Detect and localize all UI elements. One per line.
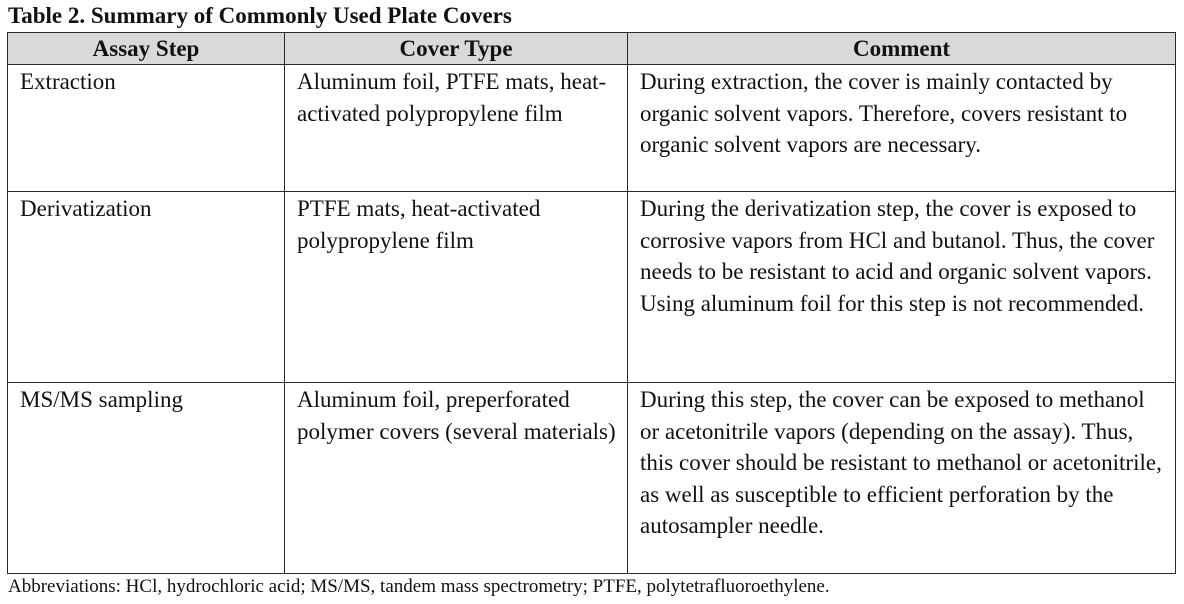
table-row: MS/MS sampling Aluminum foil, preperfora… — [7, 382, 1176, 574]
cell-cover: PTFE mats, heat-activated polypropylene … — [284, 191, 628, 383]
header-row: Assay Step Cover Type Comment — [7, 32, 1176, 65]
header-cover-type: Cover Type — [284, 32, 628, 65]
cell-step: Derivatization — [7, 191, 285, 383]
cell-comment: During the derivatization step, the cove… — [627, 191, 1176, 383]
table-row: Extraction Aluminum foil, PTFE mats, hea… — [7, 64, 1176, 192]
plate-covers-table: Assay Step Cover Type Comment Extraction… — [7, 32, 1176, 574]
cell-step: MS/MS sampling — [7, 382, 285, 574]
table-row: Derivatization PTFE mats, heat-activated… — [7, 191, 1176, 383]
table-caption: Table 2. Summary of Commonly Used Plate … — [8, 3, 512, 28]
abbreviations-footnote: Abbreviations: HCl, hydrochloric acid; M… — [8, 576, 830, 597]
header-comment: Comment — [627, 32, 1176, 65]
cell-cover: Aluminum foil, preperforated polymer cov… — [284, 382, 628, 574]
cell-comment: During this step, the cover can be expos… — [627, 382, 1176, 574]
cell-step: Extraction — [7, 64, 285, 192]
header-assay-step: Assay Step — [7, 32, 285, 65]
cell-cover: Aluminum foil, PTFE mats, heat-activated… — [284, 64, 628, 192]
cell-comment: During extraction, the cover is mainly c… — [627, 64, 1176, 192]
